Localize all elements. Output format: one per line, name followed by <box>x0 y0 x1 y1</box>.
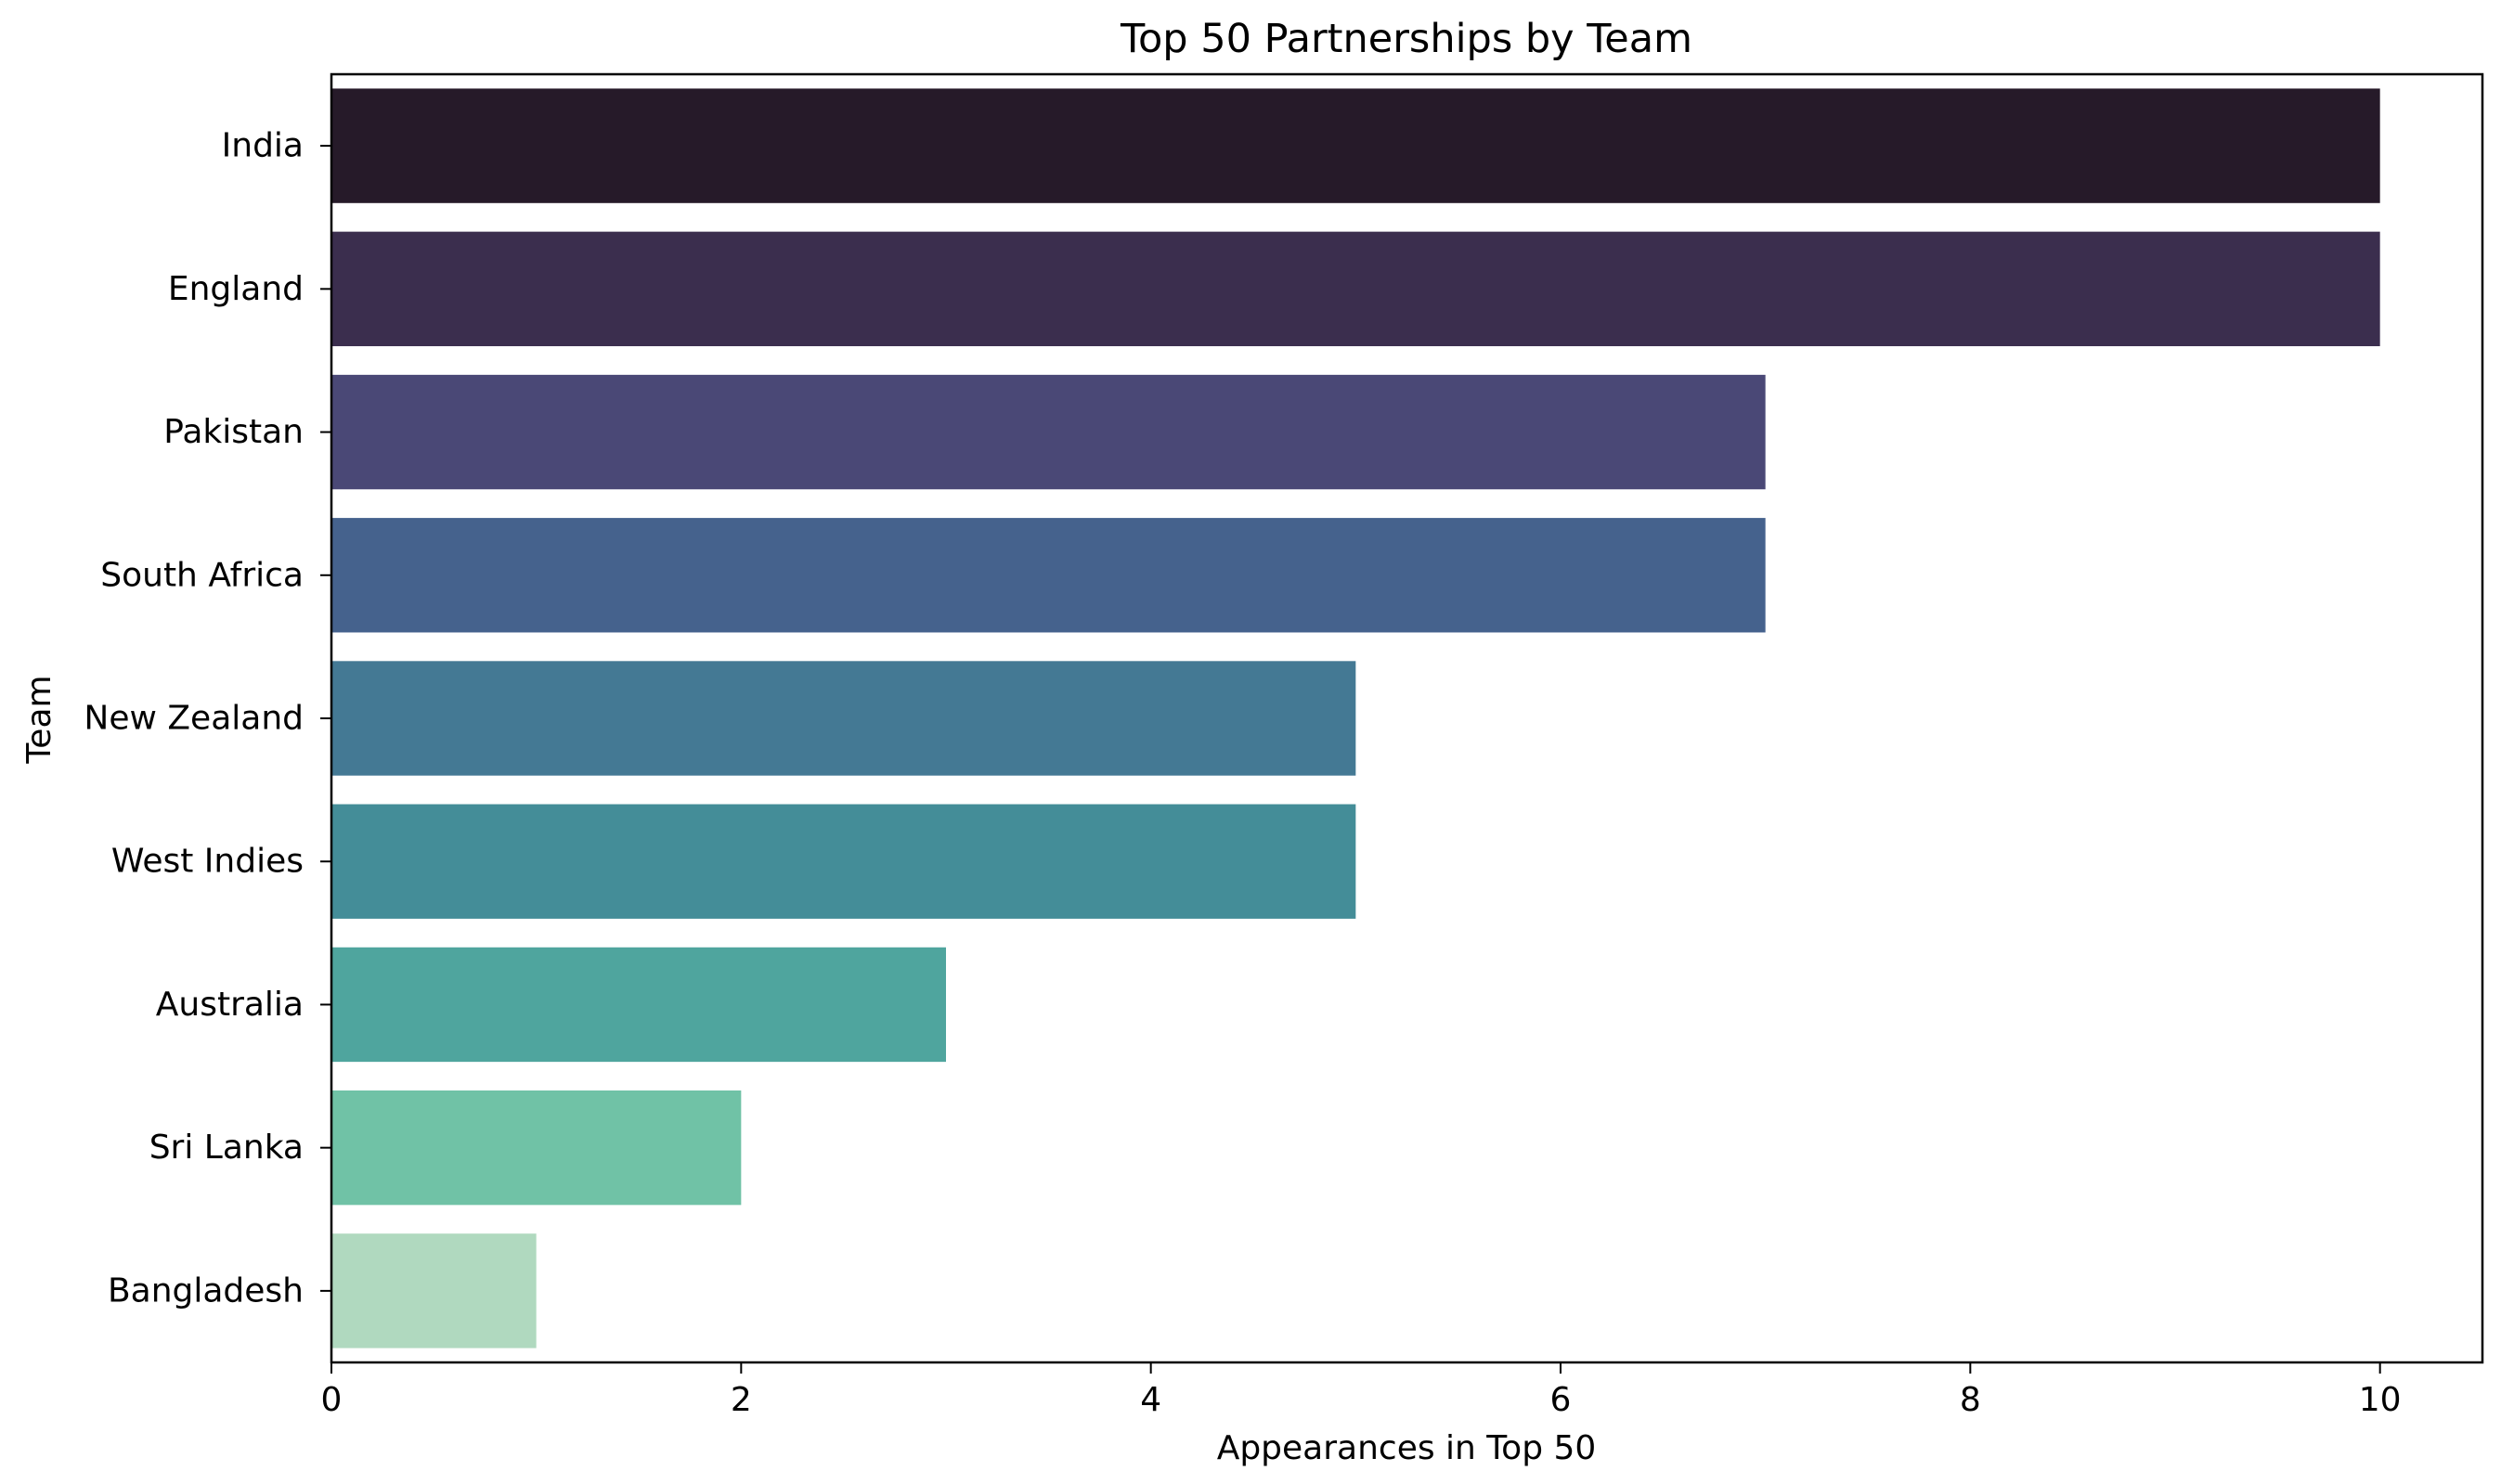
x-tick-label: 4 <box>1140 1381 1161 1419</box>
y-tick-label: Pakistan <box>163 413 304 451</box>
x-tick-label: 0 <box>321 1381 343 1419</box>
bar-india <box>331 88 2380 203</box>
bar-england <box>331 231 2380 347</box>
chart-title: Top 50 Partnerships by Team <box>1120 16 1692 62</box>
y-tick-label: India <box>222 127 304 165</box>
x-axis-title: Appearances in Top 50 <box>1217 1429 1597 1467</box>
bar-australia <box>331 947 946 1063</box>
y-tick-label: Australia <box>156 986 304 1024</box>
bar-west-indies <box>331 804 1356 919</box>
bar-pakistan <box>331 374 1766 490</box>
bar-new-zealand <box>331 661 1356 776</box>
x-tick-label: 6 <box>1550 1381 1572 1419</box>
plot-frame <box>330 72 2484 1364</box>
axes-layer: India England Pakistan South Africa New Zeal… <box>84 72 2484 1419</box>
y-tick-label: New Zealand <box>84 700 304 738</box>
y-tick-label: Bangladesh <box>108 1271 304 1310</box>
bars-layer <box>331 88 2380 1349</box>
y-tick-label: Sri Lanka <box>149 1129 304 1167</box>
x-tick-label: 2 <box>731 1381 752 1419</box>
x-tick-label: 10 <box>2359 1381 2402 1419</box>
y-tick-label: West Indies <box>111 843 304 881</box>
x-tick-label: 8 <box>1960 1381 1981 1419</box>
y-tick-label: England <box>168 270 304 308</box>
bar-sri-lanka <box>331 1090 742 1206</box>
y-tick-label: South Africa <box>100 556 304 594</box>
bar-bangladesh <box>331 1233 537 1349</box>
bar-south-africa <box>331 518 1766 633</box>
y-axis-title: Team <box>20 675 58 764</box>
